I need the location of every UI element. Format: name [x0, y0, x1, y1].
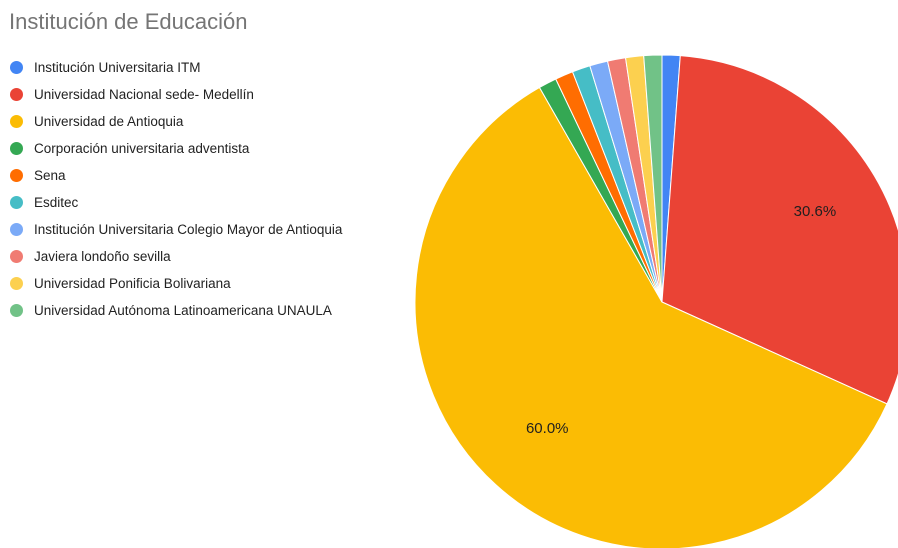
legend-label: Institución Universitaria ITM: [34, 60, 201, 75]
legend-swatch-icon: [10, 196, 23, 209]
legend-swatch-icon: [10, 277, 23, 290]
legend-swatch-icon: [10, 169, 23, 182]
legend-label: Universidad Ponificia Bolivariana: [34, 276, 231, 291]
legend-swatch-icon: [10, 115, 23, 128]
pie-slice[interactable]: [661, 55, 898, 405]
legend-item[interactable]: Universidad Ponificia Bolivariana: [10, 270, 342, 297]
legend-item[interactable]: Sena: [10, 162, 342, 189]
slice-data-label: 60.0%: [526, 420, 569, 437]
legend-swatch-icon: [10, 61, 23, 74]
legend-label: Esditec: [34, 195, 79, 210]
legend-label: Javiera londoño sevilla: [34, 249, 171, 264]
legend-label: Sena: [34, 168, 66, 183]
chart-title: Institución de Educación: [9, 9, 248, 34]
legend-item[interactable]: Javiera londoño sevilla: [10, 243, 342, 270]
legend-item[interactable]: Universidad Nacional sede- Medellín: [10, 81, 342, 108]
legend-item[interactable]: Institución Universitaria Colegio Mayor …: [10, 216, 342, 243]
legend-item[interactable]: Corporación universitaria adventista: [10, 135, 342, 162]
legend-label: Universidad de Antioquia: [34, 114, 184, 129]
legend-label: Universidad Autónoma Latinoamericana UNA…: [34, 303, 332, 318]
legend-label: Corporación universitaria adventista: [34, 141, 250, 156]
legend-swatch-icon: [10, 223, 23, 236]
chart-legend: Institución Universitaria ITM Universidad…: [10, 54, 342, 324]
legend-swatch-icon: [10, 142, 23, 155]
legend-swatch-icon: [10, 304, 23, 317]
legend-label: Universidad Nacional sede- Medellín: [34, 87, 254, 102]
pie-slice[interactable]: [643, 54, 663, 303]
legend-swatch-icon: [10, 250, 23, 263]
slice-data-label: 30.6%: [794, 203, 837, 220]
legend-label: Institución Universitaria Colegio Mayor …: [34, 222, 343, 237]
pie-slice[interactable]: [414, 86, 888, 548]
legend-item[interactable]: Universidad Autónoma Latinoamericana UNA…: [10, 297, 342, 324]
legend-item[interactable]: Universidad de Antioquia: [10, 108, 342, 135]
legend-swatch-icon: [10, 88, 23, 101]
legend-item[interactable]: Esditec: [10, 189, 342, 216]
legend-item[interactable]: Institución Universitaria ITM: [10, 54, 342, 81]
